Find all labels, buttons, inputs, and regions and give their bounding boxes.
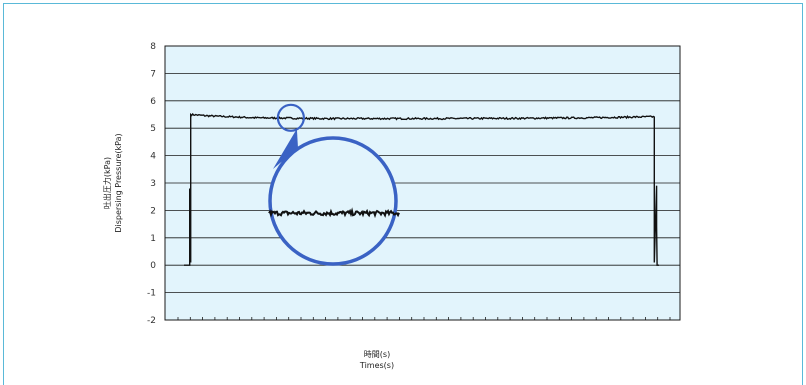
- y-tick-label: -1: [147, 289, 156, 299]
- x-axis-ticks: [177, 317, 671, 320]
- y-tick-label: 7: [150, 69, 156, 79]
- magnifier-inset: [268, 103, 400, 266]
- y-tick-label: 4: [150, 152, 156, 162]
- y-tick-label: -2: [147, 316, 156, 326]
- magnifier-small-circle: [276, 103, 305, 132]
- y-tick-label: 2: [150, 206, 156, 216]
- y-tick-label: 5: [150, 124, 156, 134]
- y-axis-ticks: -2 -1 0 1 2 3 4 5 6 7 8: [147, 42, 156, 326]
- y-axis-label-en: Dispersing Pressure(kPa): [114, 133, 123, 232]
- x-axis-label-ja: 時間(s): [364, 350, 390, 359]
- y-tick-label: 6: [150, 97, 156, 107]
- magnifier-large-circle: [268, 136, 398, 266]
- series-line: [184, 112, 659, 266]
- y-tick-label: 1: [150, 234, 156, 244]
- x-axis-label-en: Times(s): [359, 361, 394, 370]
- y-tick-label: 0: [150, 261, 156, 271]
- magnifier-pointer: [273, 128, 298, 169]
- y-tick-label: 3: [150, 179, 156, 189]
- magnifier-zoomed-line: [268, 207, 400, 219]
- gridlines: [165, 73, 680, 294]
- y-axis-label-ja: 吐出圧力(kPa): [102, 157, 112, 209]
- y-tick-label: 8: [150, 42, 156, 52]
